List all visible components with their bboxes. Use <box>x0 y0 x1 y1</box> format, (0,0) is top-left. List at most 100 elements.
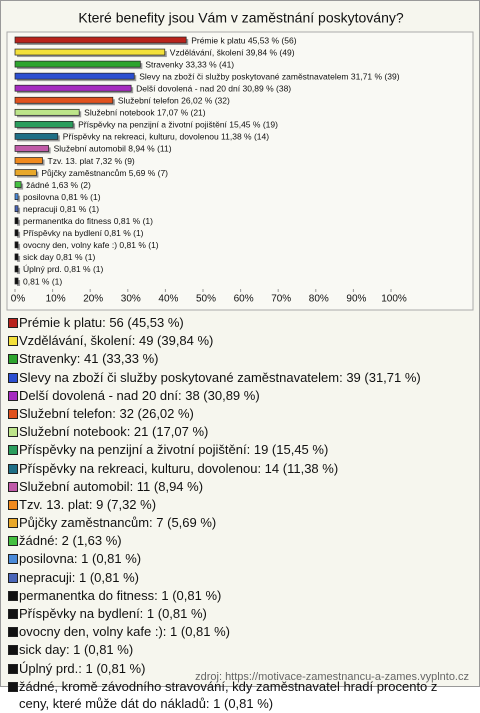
bar-label: Služební notebook 17,07 % (21) <box>84 108 206 118</box>
legend-swatch <box>8 572 18 583</box>
legend-item: Delší dovolená - nad 20 dní: 38 (30,89 %… <box>7 387 469 404</box>
legend-item: Slevy na zboží či služby poskytované zam… <box>7 369 469 386</box>
legend-swatch <box>8 372 18 383</box>
legend-swatch <box>8 336 18 347</box>
bar-label: ovocny den, volny kafe :) 0,81 % (1) <box>23 240 159 250</box>
legend-item: Příspěvky na bydlení: 1 (0,81 %) <box>7 605 469 622</box>
legend-swatch <box>8 663 18 674</box>
legend-item: Služební automobil: 11 (8,94 %) <box>7 478 469 495</box>
legend-swatch <box>8 390 18 401</box>
legend-label: Příspěvky na penzijní a životní pojištěn… <box>19 442 329 458</box>
legend-swatch <box>8 408 18 419</box>
legend-label: Delší dovolená - nad 20 dní: 38 (30,89 %… <box>19 387 260 403</box>
chart: Které benefity jsou Vám v zaměstnání pos… <box>6 10 474 311</box>
legend-item: Stravenky: 41 (33,33 %) <box>7 350 469 367</box>
source: zdroj: https://motivace-zamestnancu-a-za… <box>195 671 469 683</box>
legend-label: Prémie k platu: 56 (45,53 %) <box>19 315 184 330</box>
bar <box>14 120 74 128</box>
bar-label: Stravenky 33,33 % (41) <box>145 59 234 69</box>
legend-swatch <box>8 354 18 365</box>
bar <box>14 265 19 273</box>
bar-label: Služební telefon 26,02 % (32) <box>118 96 230 106</box>
bar <box>14 36 187 44</box>
legend-item: sick day: 1 (0,81 %) <box>7 641 469 658</box>
legend-label: Úplný prd.: 1 (0,81 %) <box>19 660 146 676</box>
legend-label: Příspěvky na rekreaci, kulturu, dovoleno… <box>19 460 339 476</box>
legend-label: nepracuji: 1 (0,81 %) <box>19 569 139 585</box>
legend-item: Služební notebook: 21 (17,07 %) <box>7 423 469 440</box>
legend-item: Úplný prd.: 1 (0,81 %) <box>7 660 469 677</box>
legend-item: Příspěvky na penzijní a životní pojištěn… <box>7 441 469 458</box>
bar-label: Služební automobil 8,94 % (11) <box>54 144 172 154</box>
bar-shadow <box>17 219 21 226</box>
bar <box>14 253 19 261</box>
bar-label: sick day 0,81 % (1) <box>23 252 95 262</box>
legend-item: Příspěvky na rekreaci, kulturu, dovoleno… <box>7 460 469 477</box>
legend-swatch <box>8 609 18 619</box>
bar-label: nepracuji 0,81 % (1) <box>23 204 99 214</box>
bar-shadow <box>17 207 21 214</box>
chart-title: Které benefity jsou Vám v zaměstnání pos… <box>78 10 403 26</box>
legend-label: Slevy na zboží či služby poskytované zam… <box>19 369 421 385</box>
legend-swatch <box>8 536 18 547</box>
legend-swatch <box>8 463 18 474</box>
legend-item: Tzv. 13. plat: 9 (7,32 %) <box>7 496 469 513</box>
bar <box>14 169 37 176</box>
x-tick-label: 10% <box>46 294 66 305</box>
legend-label: žádné: 2 (1,63 %) <box>19 533 122 549</box>
legend-item: žádné: 2 (1,63 %) <box>7 532 469 549</box>
x-tick-label: 40% <box>158 294 178 305</box>
x-tick-label: 30% <box>121 294 141 305</box>
bar-label: Příspěvky na bydlení 0,81 % (1) <box>23 228 144 238</box>
legend-label: Půjčky zaměstnancům: 7 (5,69 %) <box>19 515 217 531</box>
legend-item: Prémie k platu: 56 (45,53 %) <box>7 314 469 331</box>
bar-shadow <box>17 267 21 274</box>
x-tick-label: 60% <box>234 294 254 305</box>
bar <box>14 145 49 152</box>
legend-swatch <box>8 645 18 656</box>
legend-item: ovocny den, volny kafe :): 1 (0,81 %) <box>7 623 469 640</box>
legend: Prémie k platu: 56 (45,53 %) Vzdělávání, … <box>7 314 469 713</box>
legend-label: ovocny den, volny kafe :): 1 (0,81 %) <box>19 624 230 640</box>
bar <box>14 205 19 213</box>
bar-label: permanentka do fitness 0,81 % (1) <box>23 216 153 226</box>
bar-label: žádné 1,63 % (2) <box>26 180 91 190</box>
bar-label: Úplný prd. 0,81 % (1) <box>23 264 103 274</box>
bar-shadow <box>17 280 21 286</box>
bar <box>14 96 114 104</box>
bar <box>14 157 43 164</box>
bar-shadow <box>17 195 21 202</box>
bar <box>14 48 166 56</box>
bar-shadow <box>17 255 21 262</box>
bar <box>14 133 59 140</box>
legend-swatch <box>8 499 18 510</box>
bar <box>14 72 135 80</box>
x-tick-label: 20% <box>83 294 103 305</box>
bar-label: Půjčky zaměstnancům 5,69 % (7) <box>41 168 168 178</box>
bar-label: Vzdělávání, školení 39,84 % (49) <box>170 47 295 57</box>
legend-item: posilovna: 1 (0,81 %) <box>7 550 469 567</box>
legend-swatch <box>8 627 18 638</box>
legend-label: Služební notebook: 21 (17,07 %) <box>19 424 209 440</box>
x-tick-label: 80% <box>309 294 329 305</box>
legend-swatch <box>8 518 18 529</box>
bar-label: Příspěvky na rekreaci, kulturu, dovoleno… <box>63 132 269 142</box>
bar-label: 0,81 % (1) <box>23 276 62 286</box>
bar <box>14 84 132 92</box>
bar-label: posilovna 0,81 % (1) <box>23 192 101 202</box>
legend-item: Vzdělávání, školení: 49 (39,84 %) <box>7 332 469 349</box>
legend-label: Služební telefon: 32 (26,02 %) <box>19 405 194 421</box>
legend-label: sick day: 1 (0,81 %) <box>19 642 134 658</box>
legend-swatch <box>8 445 18 456</box>
bar <box>14 229 19 237</box>
bar-label: Delší dovolená - nad 20 dní 30,89 % (38) <box>136 83 291 93</box>
bar-label: Slevy na zboží či služby poskytované zam… <box>139 71 399 81</box>
bar-shadow <box>17 243 21 250</box>
legend-item: Služební telefon: 32 (26,02 %) <box>7 405 469 422</box>
bar <box>14 277 19 285</box>
x-tick-label: 50% <box>196 294 216 305</box>
legend-item: nepracuji: 1 (0,81 %) <box>7 569 469 586</box>
bar-shadow <box>17 231 21 238</box>
legend-item: permanentka do fitness: 1 (0,81 %) <box>7 587 469 604</box>
